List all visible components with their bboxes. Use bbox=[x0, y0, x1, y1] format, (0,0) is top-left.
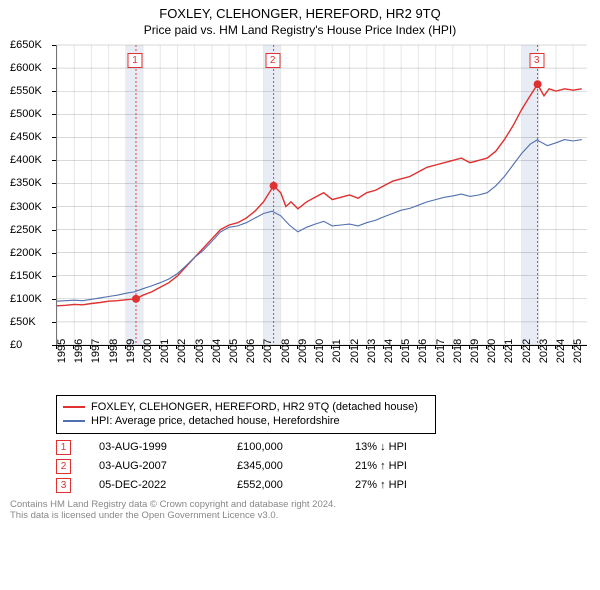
legend-label: HPI: Average price, detached house, Here… bbox=[91, 414, 340, 428]
page-subtitle: Price paid vs. HM Land Registry's House … bbox=[10, 23, 590, 37]
attribution-line: This data is licensed under the Open Gov… bbox=[10, 510, 590, 522]
price-chart: £0 £50K £100K £150K £200K £250K £300K £350K £400… bbox=[10, 41, 590, 391]
event-row: 1 03-AUG-1999 £100,000 13% ↓ HPI bbox=[56, 440, 590, 455]
y-tick-label: £100K bbox=[10, 293, 42, 305]
event-number-box: 3 bbox=[56, 478, 71, 493]
y-tick-label: £450K bbox=[10, 131, 42, 143]
y-tick-label: £50K bbox=[10, 316, 36, 328]
legend-label: FOXLEY, CLEHONGER, HEREFORD, HR2 9TQ (de… bbox=[91, 400, 418, 414]
event-number-box: 2 bbox=[56, 459, 71, 474]
event-date: 05-DEC-2022 bbox=[99, 479, 209, 491]
y-tick-label: £150K bbox=[10, 270, 42, 282]
event-date: 03-AUG-2007 bbox=[99, 460, 209, 472]
y-tick-label: £0 bbox=[10, 339, 22, 351]
event-marker-box: 1 bbox=[127, 53, 142, 68]
legend-row: HPI: Average price, detached house, Here… bbox=[63, 414, 429, 428]
event-marker-box: 3 bbox=[529, 53, 544, 68]
y-tick-label: £550K bbox=[10, 85, 42, 97]
page-title: FOXLEY, CLEHONGER, HEREFORD, HR2 9TQ bbox=[10, 6, 590, 21]
legend-swatch bbox=[63, 420, 85, 422]
y-tick-label: £200K bbox=[10, 247, 42, 259]
legend-swatch bbox=[63, 406, 85, 408]
event-diff: 21% ↑ HPI bbox=[355, 460, 465, 472]
event-price: £100,000 bbox=[237, 441, 327, 453]
y-tick-label: £250K bbox=[10, 224, 42, 236]
y-tick-label: £600K bbox=[10, 62, 42, 74]
attribution-line: Contains HM Land Registry data © Crown c… bbox=[10, 499, 590, 511]
event-number-box: 1 bbox=[56, 440, 71, 455]
y-tick-label: £400K bbox=[10, 154, 42, 166]
event-date: 03-AUG-1999 bbox=[99, 441, 209, 453]
event-row: 2 03-AUG-2007 £345,000 21% ↑ HPI bbox=[56, 459, 590, 474]
attribution: Contains HM Land Registry data © Crown c… bbox=[10, 499, 590, 523]
legend-row: FOXLEY, CLEHONGER, HEREFORD, HR2 9TQ (de… bbox=[63, 400, 429, 414]
y-tick-label: £350K bbox=[10, 177, 42, 189]
x-tick-label: 2025 bbox=[572, 339, 600, 363]
event-table: 1 03-AUG-1999 £100,000 13% ↓ HPI 2 03-AUG-200… bbox=[56, 440, 590, 493]
event-price: £552,000 bbox=[237, 479, 327, 491]
event-price: £345,000 bbox=[237, 460, 327, 472]
event-marker-box: 2 bbox=[265, 53, 280, 68]
legend: FOXLEY, CLEHONGER, HEREFORD, HR2 9TQ (de… bbox=[56, 395, 436, 434]
plot-area bbox=[56, 45, 587, 346]
event-diff: 27% ↑ HPI bbox=[355, 479, 465, 491]
y-tick-label: £300K bbox=[10, 201, 42, 213]
y-tick-label: £500K bbox=[10, 108, 42, 120]
y-tick-label: £650K bbox=[10, 39, 42, 51]
event-diff: 13% ↓ HPI bbox=[355, 441, 465, 453]
event-row: 3 05-DEC-2022 £552,000 27% ↑ HPI bbox=[56, 478, 590, 493]
